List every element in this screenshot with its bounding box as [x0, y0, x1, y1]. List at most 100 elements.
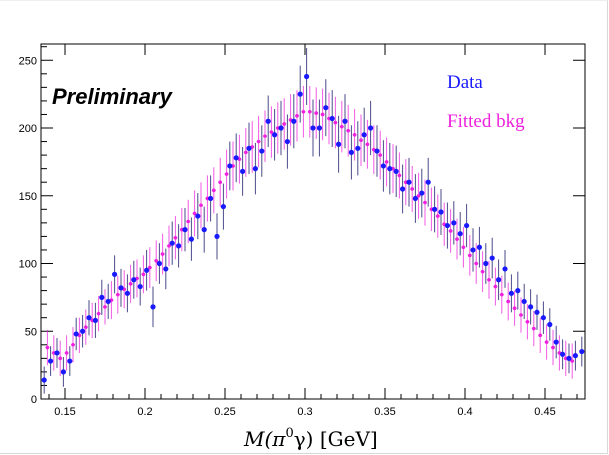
bkg-point [340, 124, 344, 129]
data-point [227, 163, 233, 169]
bkg-point [487, 277, 491, 282]
data-point [540, 315, 547, 321]
data-point [220, 203, 226, 210]
data-point [528, 304, 534, 310]
data-point [201, 227, 207, 233]
data-point [278, 125, 284, 131]
y-tick-label: 200 [19, 123, 37, 135]
x-axis-label-main: M(π [243, 427, 286, 451]
data-point [387, 166, 393, 172]
data-point [297, 91, 303, 97]
data-point [131, 277, 137, 283]
data-point [496, 277, 502, 283]
bkg-point [333, 120, 338, 125]
bkg-point [269, 130, 274, 134]
bkg-point [141, 272, 146, 277]
data-point [316, 125, 322, 131]
bkg-point [468, 253, 472, 258]
data-point [508, 290, 514, 296]
data-point [406, 179, 412, 185]
bkg-point [544, 340, 549, 344]
data-point [310, 125, 316, 131]
bkg-point [436, 214, 440, 218]
data-point [73, 331, 79, 337]
bkg-point [160, 252, 165, 256]
bkg-point [167, 244, 171, 248]
bkg-point [45, 345, 50, 350]
data-point [444, 222, 450, 229]
bkg-point [493, 284, 498, 289]
data-point [99, 294, 105, 300]
data-point [547, 321, 553, 328]
data-point [451, 220, 457, 226]
data-point [457, 231, 463, 237]
data-point [214, 233, 220, 240]
data-point [515, 288, 521, 294]
bkg-point [500, 292, 504, 297]
bkg-point [103, 305, 107, 309]
data-point [355, 145, 361, 151]
fitted-bkg-series [45, 86, 575, 379]
bkg-point [154, 258, 158, 263]
data-point [86, 315, 92, 321]
x-tick-label: 0.15 [54, 406, 75, 418]
bkg-point [551, 345, 555, 350]
bkg-point [320, 112, 325, 117]
bkg-point [359, 138, 363, 143]
y-tick-label: 100 [19, 259, 37, 271]
bkg-point [570, 359, 574, 363]
data-series [41, 48, 585, 394]
data-point [361, 132, 367, 138]
bkg-point [461, 245, 466, 250]
data-point [323, 105, 329, 111]
bkg-point [525, 319, 530, 324]
data-point [124, 290, 130, 296]
bkg-point [416, 193, 421, 198]
bkg-point [301, 109, 306, 114]
data-point [368, 125, 374, 131]
tick-labels: 0.15 0.2 0.25 0.3 0.35 0.4 0.45 0 50 100 150 200 250 [19, 55, 556, 418]
bkg-point [384, 160, 389, 164]
data-point [572, 353, 579, 359]
bkg-point [455, 237, 459, 241]
data-point [60, 369, 66, 375]
data-point [67, 358, 73, 364]
data-point [380, 163, 386, 169]
data-point [150, 304, 156, 310]
bkg-point [519, 313, 523, 317]
bkg-point [295, 114, 299, 118]
bkg-point [116, 292, 120, 297]
bkg-point [173, 235, 178, 240]
data-point [188, 236, 194, 242]
data-point [182, 227, 188, 233]
data-point [291, 118, 297, 124]
data-point [163, 266, 169, 272]
data-point [80, 328, 86, 334]
data-point [284, 138, 290, 145]
data-point [208, 195, 214, 202]
data-point [329, 115, 335, 122]
bkg-point [64, 351, 69, 355]
data-point [144, 267, 150, 273]
data-point [336, 141, 342, 147]
data-point [419, 190, 425, 196]
x-axis-label-end: γ) [GeV] [294, 427, 378, 451]
x-tick-label: 0.35 [374, 406, 395, 418]
bkg-point [148, 265, 152, 270]
y-tick-label: 150 [19, 191, 37, 203]
bkg-point [512, 306, 517, 311]
data-point [464, 222, 470, 229]
bkg-point [199, 203, 203, 208]
bkg-point [282, 122, 287, 126]
bkg-point [346, 128, 351, 133]
data-point [476, 244, 482, 250]
bkg-point [263, 134, 267, 138]
data-point [566, 355, 572, 361]
bkg-point [474, 261, 479, 266]
bkg-point [397, 173, 402, 178]
data-point [233, 155, 239, 161]
data-point [425, 179, 431, 185]
data-point [195, 213, 201, 219]
data-point [342, 118, 348, 124]
